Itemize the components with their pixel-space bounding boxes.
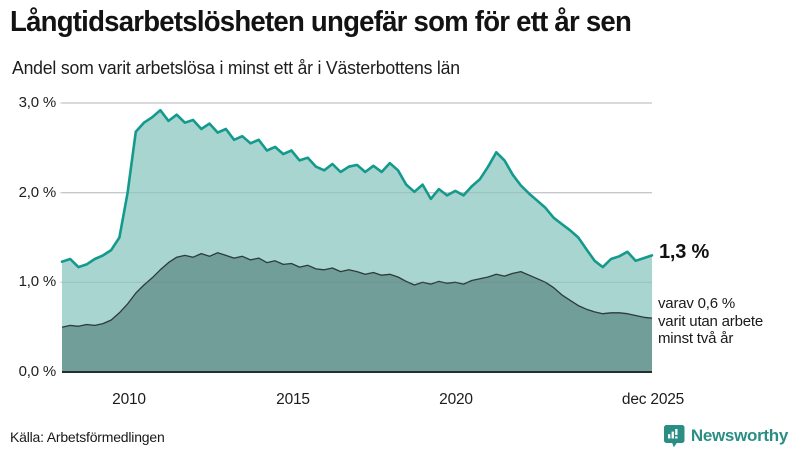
page-title: Långtidsarbetslösheten ungefär som för e…: [10, 6, 632, 38]
latest-value-label: 1,3 %: [659, 241, 710, 263]
two-year-note: varav 0,6 % varit utan arbete minst två …: [658, 295, 763, 348]
y-tick-0: 0,0 %: [18, 363, 57, 380]
newsworthy-brand-link[interactable]: Newsworthy: [663, 424, 788, 448]
y-tick-2: 2,0 %: [18, 184, 57, 201]
x-tick-2010: 2010: [112, 391, 146, 408]
newsworthy-logo-icon: [663, 425, 685, 448]
two-year-note-line1: varav 0,6 %: [658, 295, 736, 312]
chart-subtitle: Andel som varit arbetslösa i minst ett å…: [12, 58, 460, 78]
x-tick-2020: 2020: [439, 391, 473, 408]
two-year-note-line2: varit utan arbete: [658, 312, 763, 330]
source-credit: Källa: Arbetsförmedlingen: [10, 429, 165, 445]
y-tick-1: 1,0 %: [18, 273, 57, 290]
y-tick-3: 3,0 %: [18, 94, 57, 111]
x-tick-dec-2025: dec 2025: [621, 391, 685, 408]
newsworthy-wordmark: Newsworthy: [690, 426, 788, 445]
x-tick-2015: 2015: [276, 391, 310, 408]
two-year-note-line3: minst två år: [658, 330, 734, 347]
